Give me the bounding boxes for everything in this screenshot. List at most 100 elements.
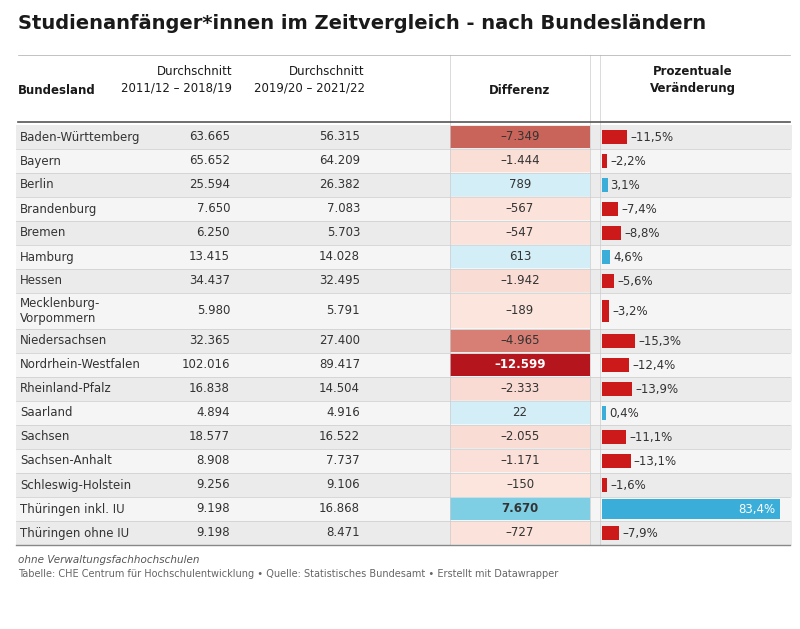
Text: Brandenburg: Brandenburg — [20, 203, 98, 216]
Text: 32.495: 32.495 — [319, 274, 360, 287]
Text: Prozentuale
Veränderung: Prozentuale Veränderung — [650, 65, 735, 95]
Bar — [450, 426, 590, 448]
Text: 32.365: 32.365 — [189, 335, 230, 347]
Bar — [16, 197, 792, 221]
Text: 3,1%: 3,1% — [610, 179, 640, 191]
Bar — [450, 222, 590, 244]
Text: Nordrhein-Westfalen: Nordrhein-Westfalen — [20, 359, 141, 372]
Bar — [450, 354, 590, 376]
Bar — [450, 246, 590, 268]
Text: –7,9%: –7,9% — [622, 526, 658, 540]
Text: 5.980: 5.980 — [197, 304, 230, 318]
Text: 4.894: 4.894 — [196, 406, 230, 420]
Text: 16.838: 16.838 — [189, 382, 230, 396]
Bar — [602, 130, 627, 144]
Text: –189: –189 — [506, 304, 534, 318]
Text: –15,3%: –15,3% — [638, 335, 682, 347]
Text: 7.650: 7.650 — [197, 203, 230, 216]
Text: 7.737: 7.737 — [326, 455, 360, 467]
Text: Tabelle: CHE Centrum für Hochschulentwicklung • Quelle: Statistisches Bundesamt : Tabelle: CHE Centrum für Hochschulentwic… — [18, 569, 558, 579]
Text: 4.916: 4.916 — [326, 406, 360, 420]
Text: Thüringen ohne IU: Thüringen ohne IU — [20, 526, 129, 540]
Bar — [602, 154, 607, 168]
Text: Baden-Württemberg: Baden-Württemberg — [20, 130, 141, 143]
Text: 7.083: 7.083 — [326, 203, 360, 216]
Text: 22: 22 — [513, 406, 527, 420]
Text: ohne Verwaltungsfachhochschulen: ohne Verwaltungsfachhochschulen — [18, 555, 199, 565]
Text: 56.315: 56.315 — [319, 130, 360, 143]
Bar — [450, 150, 590, 172]
Text: Durchschnitt
2019/20 – 2021/22: Durchschnitt 2019/20 – 2021/22 — [254, 65, 365, 95]
Text: Bundesland: Bundesland — [18, 84, 96, 96]
Text: 8.471: 8.471 — [326, 526, 360, 540]
Bar — [602, 430, 626, 444]
Text: 83,4%: 83,4% — [738, 503, 776, 516]
Text: 63.665: 63.665 — [189, 130, 230, 143]
Bar — [16, 245, 792, 269]
Text: –7,4%: –7,4% — [621, 203, 657, 216]
Bar — [450, 522, 590, 544]
Bar — [450, 474, 590, 496]
Text: 5.791: 5.791 — [326, 304, 360, 318]
Bar — [450, 270, 590, 292]
Bar — [450, 450, 590, 472]
Bar — [16, 221, 792, 245]
Text: 65.652: 65.652 — [189, 155, 230, 167]
Text: –567: –567 — [506, 203, 534, 216]
Text: –5,6%: –5,6% — [617, 274, 653, 287]
Bar — [450, 498, 590, 520]
Bar — [16, 293, 792, 329]
Text: Hessen: Hessen — [20, 274, 63, 287]
Text: –13,1%: –13,1% — [634, 455, 677, 467]
Text: –1.171: –1.171 — [500, 455, 540, 467]
Bar — [450, 126, 590, 148]
Text: 26.382: 26.382 — [319, 179, 360, 191]
Text: 613: 613 — [509, 250, 531, 264]
Text: Rheinland-Pfalz: Rheinland-Pfalz — [20, 382, 112, 396]
Text: 4,6%: 4,6% — [613, 250, 643, 264]
Bar — [602, 202, 618, 216]
Bar — [16, 269, 792, 293]
Bar — [450, 198, 590, 220]
Text: –1.942: –1.942 — [500, 274, 540, 287]
Bar — [602, 300, 609, 322]
Bar — [602, 178, 607, 192]
Bar — [450, 378, 590, 400]
Text: –4.965: –4.965 — [500, 335, 540, 347]
Text: –2.333: –2.333 — [500, 382, 540, 396]
Text: 6.250: 6.250 — [197, 226, 230, 240]
Bar — [602, 526, 619, 540]
Bar — [602, 499, 779, 519]
Bar — [602, 334, 635, 348]
Bar — [602, 382, 632, 396]
Text: Schleswig-Holstein: Schleswig-Holstein — [20, 479, 131, 491]
Bar — [16, 425, 792, 449]
Bar — [16, 173, 792, 197]
Text: 27.400: 27.400 — [319, 335, 360, 347]
Text: 16.868: 16.868 — [319, 503, 360, 516]
Bar — [16, 125, 792, 149]
Bar — [16, 401, 792, 425]
Bar — [16, 149, 792, 173]
Text: –547: –547 — [506, 226, 534, 240]
Text: –1.444: –1.444 — [500, 155, 540, 167]
Text: Mecklenburg-
Vorpommern: Mecklenburg- Vorpommern — [20, 297, 100, 325]
Bar — [16, 473, 792, 497]
Text: 14.028: 14.028 — [319, 250, 360, 264]
Text: Berlin: Berlin — [20, 179, 54, 191]
Text: 9.198: 9.198 — [196, 503, 230, 516]
Bar — [602, 250, 610, 264]
Text: Bremen: Bremen — [20, 226, 66, 240]
Bar — [450, 174, 590, 196]
Text: Sachsen: Sachsen — [20, 430, 70, 443]
Text: –12.599: –12.599 — [494, 359, 546, 372]
Text: 9.106: 9.106 — [326, 479, 360, 491]
Text: 102.016: 102.016 — [182, 359, 230, 372]
Bar — [16, 497, 792, 521]
Text: –2.055: –2.055 — [500, 430, 540, 443]
Text: 7.670: 7.670 — [502, 503, 538, 516]
Bar — [602, 274, 614, 288]
Text: Hamburg: Hamburg — [20, 250, 74, 264]
Bar — [450, 402, 590, 424]
Text: Bayern: Bayern — [20, 155, 62, 167]
